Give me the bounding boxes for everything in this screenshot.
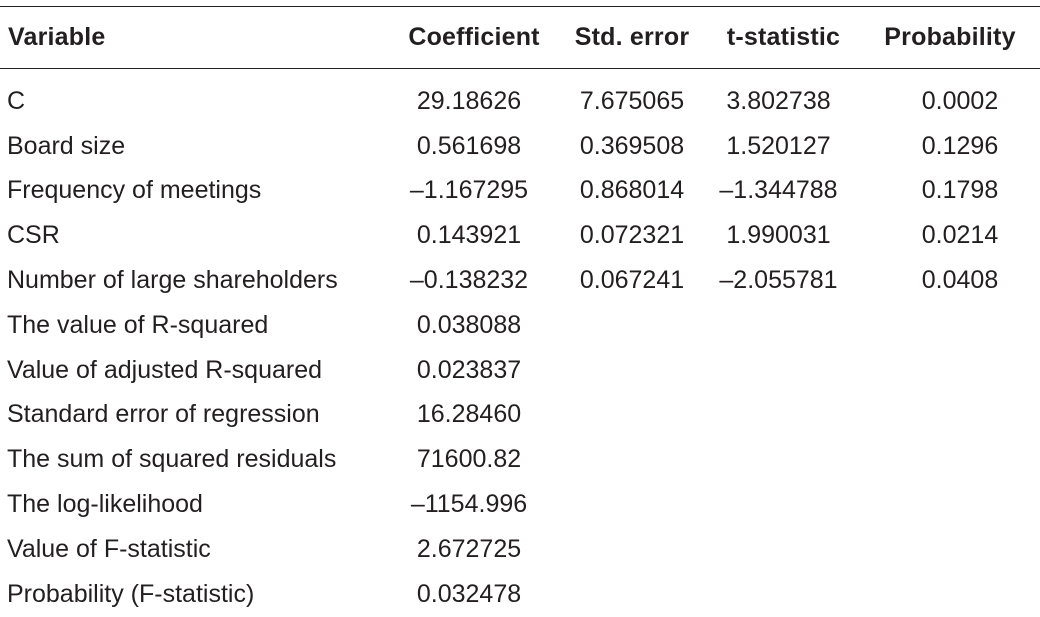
cell-variable: Probability (F-statistic) [7, 579, 255, 608]
table-header-row: Variable Coefficient Std. error t-statis… [0, 6, 1040, 69]
cell-variable: The value of R-squared [7, 310, 269, 339]
cell-coefficient: –1.167295 [409, 176, 529, 205]
cell-coefficient: 2.672725 [416, 534, 522, 563]
cell-std-error: 0.067241 [579, 266, 685, 295]
cell-probability [860, 393, 1040, 438]
cell-probability: 0.0002 [921, 86, 999, 115]
cell-probability: 0.1296 [921, 131, 999, 160]
cell-coefficient: 0.032478 [416, 579, 522, 608]
cell-probability [860, 303, 1040, 348]
cell-probability [860, 348, 1040, 393]
cell-t-statistic [707, 303, 860, 348]
table-row: Board size 0.561698 0.369508 1.520127 0.… [0, 124, 1040, 169]
table-row: Number of large shareholders –0.138232 0… [0, 258, 1040, 303]
table-row: CSR 0.143921 0.072321 1.990031 0.0214 [0, 213, 1040, 258]
cell-coefficient: –1154.996 [410, 490, 528, 519]
header-variable: Variable [8, 23, 106, 51]
cell-probability [860, 482, 1040, 527]
cell-std-error [557, 348, 707, 393]
cell-variable: Board size [7, 131, 126, 160]
cell-t-statistic: –1.344788 [719, 176, 838, 205]
cell-probability [860, 527, 1040, 572]
cell-probability [860, 437, 1040, 482]
cell-t-statistic: –2.055781 [719, 266, 838, 295]
cell-probability: 0.1798 [921, 176, 999, 205]
cell-variable: Number of large shareholders [7, 266, 338, 295]
cell-variable: Frequency of meetings [7, 176, 262, 205]
table-body: C 29.18626 7.675065 3.802738 0.0002 Boar… [0, 69, 1040, 617]
table-row: The value of R-squared 0.038088 [0, 303, 1040, 348]
regression-results-table: Variable Coefficient Std. error t-statis… [0, 6, 1040, 617]
cell-coefficient: 0.023837 [416, 355, 522, 384]
table-row: Value of adjusted R-squared 0.023837 [0, 348, 1040, 393]
header-probability: Probability [884, 23, 1016, 51]
cell-std-error [557, 527, 707, 572]
table-row: Probability (F-statistic) 0.032478 [0, 572, 1040, 617]
table-row: Value of F-statistic 2.672725 [0, 527, 1040, 572]
cell-t-statistic [707, 572, 860, 617]
cell-std-error [557, 482, 707, 527]
cell-variable: The log-likelihood [7, 490, 203, 519]
cell-variable: C [7, 86, 26, 115]
cell-coefficient: 0.561698 [416, 131, 522, 160]
cell-variable: The sum of squared residuals [7, 445, 337, 474]
cell-std-error [557, 393, 707, 438]
table-row: Frequency of meetings –1.167295 0.868014… [0, 169, 1040, 214]
cell-variable: Value of adjusted R-squared [7, 355, 323, 384]
cell-coefficient: –0.138232 [409, 266, 529, 295]
cell-probability: 0.0214 [921, 221, 999, 250]
cell-coefficient: 0.038088 [416, 310, 522, 339]
table-row: The sum of squared residuals 71600.82 [0, 437, 1040, 482]
cell-coefficient: 16.28460 [416, 400, 522, 429]
header-coefficient: Coefficient [408, 23, 540, 51]
cell-std-error: 7.675065 [579, 86, 685, 115]
cell-t-statistic [707, 393, 860, 438]
cell-variable: CSR [7, 221, 60, 250]
cell-t-statistic: 1.990031 [726, 221, 831, 250]
table-row: C 29.18626 7.675065 3.802738 0.0002 [0, 69, 1040, 124]
cell-variable: Value of F-statistic [7, 534, 211, 563]
header-std-error: Std. error [574, 23, 690, 51]
cell-coefficient: 29.18626 [416, 86, 522, 115]
table-row: Standard error of regression 16.28460 [0, 393, 1040, 438]
cell-std-error [557, 303, 707, 348]
cell-probability: 0.0408 [921, 266, 999, 295]
cell-std-error: 0.072321 [579, 221, 685, 250]
cell-t-statistic: 1.520127 [726, 131, 831, 160]
cell-coefficient: 71600.82 [416, 445, 522, 474]
cell-std-error: 0.868014 [579, 176, 685, 205]
cell-t-statistic: 3.802738 [726, 86, 831, 115]
cell-t-statistic [707, 437, 860, 482]
table-row: The log-likelihood –1154.996 [0, 482, 1040, 527]
cell-std-error: 0.369508 [579, 131, 685, 160]
header-t-statistic: t-statistic [726, 23, 841, 51]
cell-t-statistic [707, 348, 860, 393]
cell-variable: Standard error of regression [7, 400, 320, 429]
cell-probability [860, 572, 1040, 617]
cell-coefficient: 0.143921 [416, 221, 522, 250]
cell-t-statistic [707, 482, 860, 527]
cell-std-error [557, 572, 707, 617]
cell-std-error [557, 437, 707, 482]
cell-t-statistic [707, 527, 860, 572]
